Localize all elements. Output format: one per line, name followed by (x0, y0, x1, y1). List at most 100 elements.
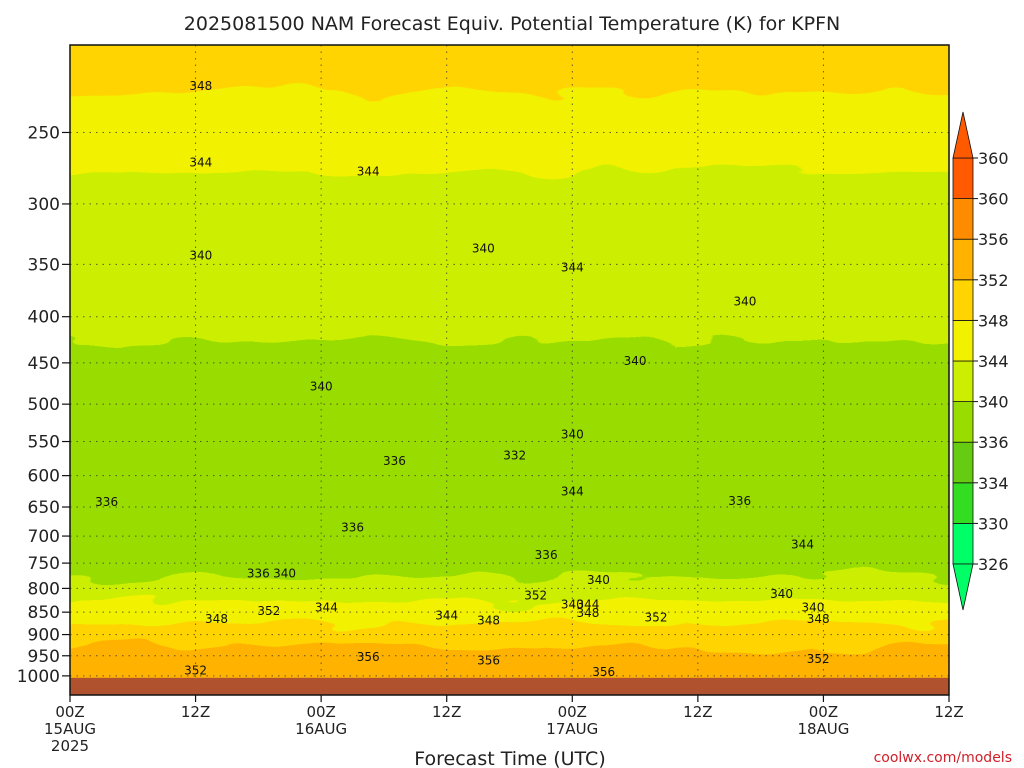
x-tick-label: 12Z (683, 703, 712, 721)
contour-label: 340 (561, 597, 584, 611)
theta-band (70, 521, 949, 551)
contour-label: 348 (807, 612, 830, 626)
grid-lines (70, 45, 949, 695)
contour-label: 340 (802, 601, 825, 615)
x-tick-label: 00Z (306, 703, 335, 721)
contour-label: 352 (184, 664, 207, 678)
contour-label: 352 (524, 589, 547, 603)
contour-label: 344 (435, 608, 458, 622)
y-tick-label: 750 (28, 554, 60, 574)
contour-label: 348 (477, 613, 500, 627)
colorbar-segment (952, 279, 974, 321)
theta-band (70, 623, 949, 647)
theta-band (70, 169, 949, 237)
y-tick-label: 450 (28, 354, 60, 374)
colorbar-segment (952, 482, 974, 524)
contour-label: 344 (577, 597, 600, 611)
y-tick-label: 300 (28, 195, 60, 215)
colorbar-extend-max (952, 111, 974, 159)
theta-band (70, 491, 949, 523)
colorbar-segment (952, 157, 974, 199)
colorbar-tick-label: 336 (978, 433, 1009, 452)
contour-label: 352 (257, 604, 280, 618)
contour-label: 340 (733, 295, 756, 309)
theta-band (70, 600, 949, 625)
y-tick-label: 550 (28, 433, 60, 453)
x-tick-label: 00Z (55, 703, 84, 721)
contour-label: 348 (189, 79, 212, 93)
y-tick-label: 850 (28, 603, 60, 623)
theta-band (70, 549, 949, 577)
colorbar-tick-label: 360 (978, 149, 1009, 168)
contour-label: 340 (587, 573, 610, 587)
contour-label: 344 (561, 485, 584, 499)
contour-label: 340 (310, 380, 333, 394)
plot-frame (69, 44, 950, 696)
contour-label: 352 (807, 652, 830, 666)
theta-band (70, 291, 949, 342)
x-tick-label: 18AUG (797, 720, 849, 738)
y-tick-label: 1000 (17, 667, 60, 687)
contour-label: 336 (341, 521, 364, 535)
x-tick-label: 00Z (558, 703, 587, 721)
contour-label: 336 (728, 494, 751, 508)
colorbar-segment (952, 198, 974, 240)
contour-label: 344 (561, 261, 584, 275)
contour-label: 340 (273, 566, 296, 580)
contour-label: 348 (577, 606, 600, 620)
colorbar-segment (952, 401, 974, 443)
y-tick-label: 950 (28, 647, 60, 667)
theta-band (70, 575, 949, 602)
ground-strip (70, 677, 949, 695)
x-tick-label: 12Z (934, 703, 963, 721)
y-tick-label: 600 (28, 467, 60, 487)
pressure-axis: 250 300 350 400 450 500 550 600 650 700 750 800 850 9… (17, 123, 70, 687)
credit-label: coolwx.com/models (874, 750, 1012, 766)
colorbar-tick-label: 340 (978, 393, 1009, 412)
x-tick-label: 12Z (181, 703, 210, 721)
contour-label: 344 (315, 601, 338, 615)
contour-label: 336 (383, 454, 406, 468)
contour-label: 340 (561, 427, 584, 441)
x-tick-label: 16AUG (295, 720, 347, 738)
x-tick-label: 12Z (432, 703, 461, 721)
theta-e-field (70, 45, 949, 695)
contour-label: 340 (624, 354, 647, 368)
colorbar-segment (952, 319, 974, 362)
x-tick-label: 15AUG (44, 720, 96, 738)
colorbar-extend-min (952, 563, 974, 611)
y-tick-label: 500 (28, 395, 60, 415)
theta-band (70, 91, 949, 171)
x-tick-label: 2025 (51, 737, 89, 755)
contour-label: 356 (477, 654, 500, 668)
contour-label: 340 (189, 248, 212, 262)
contour-label: 356 (592, 665, 615, 679)
x-tick-label: 00Z (809, 703, 838, 721)
contour-label: 332 (503, 449, 526, 463)
theta-band (70, 458, 949, 493)
contour-label: 344 (357, 164, 380, 178)
colorbar-tick-label: 360 (978, 190, 1009, 209)
contour-label: 336 (95, 495, 118, 509)
y-tick-label: 250 (28, 123, 60, 143)
contour-label: 344 (791, 537, 814, 551)
chart-title: 2025081500 NAM Forecast Equiv. Potential… (184, 13, 840, 35)
colorbar-tick-label: 356 (978, 230, 1009, 249)
colorbar-tick-label: 348 (978, 311, 1009, 330)
theta-band (70, 423, 949, 460)
contour-label: 352 (645, 611, 668, 625)
x-axis-label: Forecast Time (UTC) (414, 748, 605, 768)
theta-band (70, 235, 949, 293)
colorbar-tick-label: 352 (978, 271, 1009, 290)
colorbar-segment (952, 441, 974, 484)
colorbar-segment (952, 360, 974, 402)
contour-label: 336 (535, 548, 558, 562)
y-tick-label: 800 (28, 579, 60, 599)
theta-band (70, 45, 949, 93)
colorbar-tick-label: 330 (978, 514, 1009, 533)
colorbar-tick-label: 334 (978, 474, 1009, 493)
